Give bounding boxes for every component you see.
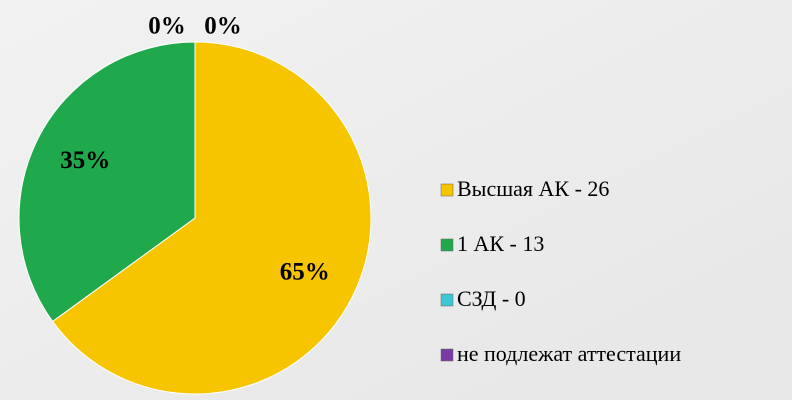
data-label: 0% [148, 13, 186, 40]
legend-label: 1 АК - 13 [457, 231, 544, 256]
legend-marker [440, 348, 454, 362]
legend-label: Высшая АК - 26 [457, 176, 609, 201]
legend-marker [440, 293, 454, 307]
data-label: 35% [60, 147, 110, 174]
data-label: 65% [280, 259, 330, 286]
data-label: 0% [204, 13, 242, 40]
legend-marker [440, 183, 454, 197]
legend-label: не подлежат аттестации [457, 341, 681, 366]
pie-slice [51, 41, 372, 395]
legend-marker [440, 238, 454, 252]
pie-slice [18, 41, 196, 323]
legend-label: СЗД - 0 [457, 286, 526, 311]
